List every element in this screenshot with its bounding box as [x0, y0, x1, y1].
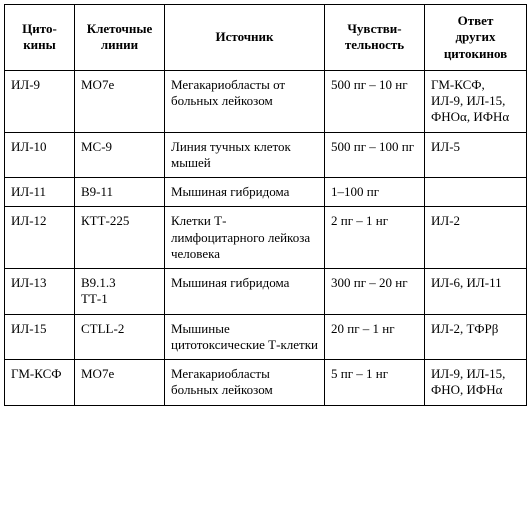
table-row: ИЛ-15 CTLL-2 Мышиные цитотоксические Т-к…	[5, 314, 527, 360]
cell-source: Линия тучных клеток мышей	[165, 132, 325, 178]
table-body: ИЛ-9 МО7е Мегакариобласты от больных лей…	[5, 70, 527, 405]
cell-sensitivity: 1–100 пг	[325, 178, 425, 207]
cell-response: ИЛ-9, ИЛ-15, ФНО, ИФНα	[425, 360, 527, 406]
cell-cytokine: ИЛ-10	[5, 132, 75, 178]
cell-cytokine: ИЛ-12	[5, 207, 75, 269]
cell-source: Мегакариобласты больных лейкозом	[165, 360, 325, 406]
cell-cytokine: ИЛ-15	[5, 314, 75, 360]
cell-sensitivity: 2 пг – 1 нг	[325, 207, 425, 269]
col-header-sensitivity: Чувстви-тельность	[325, 5, 425, 71]
cell-line: В9.1.3ТТ-1	[75, 269, 165, 315]
cell-line: МС-9	[75, 132, 165, 178]
cell-line: КТТ-225	[75, 207, 165, 269]
table-row: ИЛ-10 МС-9 Линия тучных клеток мышей 500…	[5, 132, 527, 178]
table-row: ГМ-КСФ МО7е Мегакариобласты больных лейк…	[5, 360, 527, 406]
col-header-source: Источник	[165, 5, 325, 71]
cell-line: МО7е	[75, 70, 165, 132]
cell-sensitivity: 500 пг – 10 нг	[325, 70, 425, 132]
cell-cytokine: ГМ-КСФ	[5, 360, 75, 406]
cell-response: ИЛ-2	[425, 207, 527, 269]
cell-response: ИЛ-5	[425, 132, 527, 178]
cell-source: Мышиные цитотоксические Т-клетки	[165, 314, 325, 360]
cell-response	[425, 178, 527, 207]
cell-sensitivity: 300 пг – 20 нг	[325, 269, 425, 315]
cell-sensitivity: 20 пг – 1 нг	[325, 314, 425, 360]
cell-source: Мегакариобласты от больных лейкозом	[165, 70, 325, 132]
cell-source: Клетки Т-лимфоцитарного лейкоза человека	[165, 207, 325, 269]
cytokine-table: Цито-кины Клеточныелинии Источник Чувств…	[4, 4, 527, 406]
cell-line: CTLL-2	[75, 314, 165, 360]
col-header-response: Ответдругихцитокинов	[425, 5, 527, 71]
table-row: ИЛ-12 КТТ-225 Клетки Т-лимфоцитарного ле…	[5, 207, 527, 269]
col-header-cell-lines: Клеточныелинии	[75, 5, 165, 71]
cell-source: Мышиная гибридома	[165, 178, 325, 207]
table-row: ИЛ-13 В9.1.3ТТ-1 Мышиная гибридома 300 п…	[5, 269, 527, 315]
table-row: ИЛ-11 В9-11 Мышиная гибридома 1–100 пг	[5, 178, 527, 207]
cell-cytokine: ИЛ-11	[5, 178, 75, 207]
cell-response: ГМ-КСФ, ИЛ-9, ИЛ-15, ФНОα, ИФНα	[425, 70, 527, 132]
cell-response: ИЛ-2, ТФРβ	[425, 314, 527, 360]
col-header-cytokines: Цито-кины	[5, 5, 75, 71]
cell-response: ИЛ-6, ИЛ-11	[425, 269, 527, 315]
cell-line: В9-11	[75, 178, 165, 207]
cell-cytokine: ИЛ-9	[5, 70, 75, 132]
cell-sensitivity: 5 пг – 1 нг	[325, 360, 425, 406]
table-row: ИЛ-9 МО7е Мегакариобласты от больных лей…	[5, 70, 527, 132]
cell-source: Мышиная гибридома	[165, 269, 325, 315]
cell-sensitivity: 500 пг – 100 пг	[325, 132, 425, 178]
table-header-row: Цито-кины Клеточныелинии Источник Чувств…	[5, 5, 527, 71]
cell-cytokine: ИЛ-13	[5, 269, 75, 315]
cell-line: МО7е	[75, 360, 165, 406]
